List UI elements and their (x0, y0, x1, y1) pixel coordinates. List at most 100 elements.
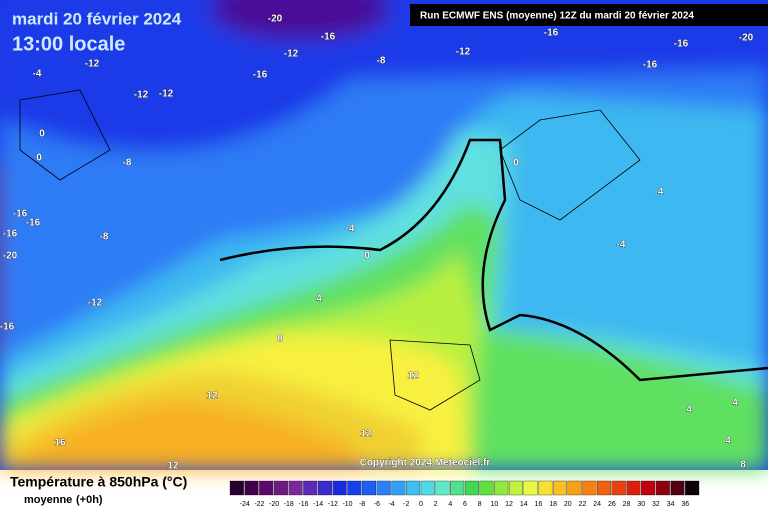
scale-label: 28 (623, 501, 631, 508)
run-info: Run ECMWF ENS (moyenne) 12Z du mardi 20 … (420, 11, 694, 22)
contour-label: -16 (674, 39, 689, 50)
contour-label: 8 (740, 460, 746, 471)
scale-swatch (582, 480, 597, 496)
scale-swatch (670, 480, 685, 496)
contour-label: -16 (0, 322, 15, 333)
run-banner (410, 4, 768, 26)
scale-swatch (391, 480, 406, 496)
contour-label: 12 (206, 391, 218, 402)
scale-label: 26 (608, 501, 616, 508)
scale-swatch (685, 480, 700, 496)
scale-swatch (229, 480, 244, 496)
contour-label: -12 (284, 49, 299, 60)
contour-label: 12 (407, 371, 419, 382)
scale-swatch (406, 480, 421, 496)
scale-swatch (508, 480, 523, 496)
contour-labels: -20-16-12-16-8-12-16-16-20-16-4-12-12 -12… (0, 13, 754, 472)
scale-label: 2 (434, 501, 438, 508)
scale-swatch (288, 480, 303, 496)
scale-swatch (494, 480, 509, 496)
scale-swatch (347, 480, 362, 496)
contour-label: -20 (739, 33, 754, 44)
contour-label: -4 (33, 69, 42, 80)
scale-swatch (597, 480, 612, 496)
scale-swatch (332, 480, 347, 496)
contour-label: 8 (277, 334, 283, 345)
legend-title: Température à 850hPa (°C) (10, 474, 187, 490)
contour-label: -16 (253, 70, 268, 81)
scale-swatch (303, 480, 318, 496)
coastline (19, 89, 641, 411)
temperature-field (0, 0, 768, 471)
scale-swatch (552, 480, 567, 496)
legend-step: (+0h) (76, 494, 103, 506)
scale-label: 22 (579, 501, 587, 508)
scale-label: -14 (313, 501, 323, 508)
contour-label: -12 (88, 298, 103, 309)
scale-label: 32 (652, 501, 660, 508)
contour-label: 0 (364, 251, 370, 262)
scale-label: -20 (269, 501, 279, 508)
contour-label: 0 (513, 158, 519, 169)
contour-label: -8 (377, 56, 386, 67)
contour-label: 12 (167, 461, 179, 472)
contour-label: -16 (643, 60, 658, 71)
scale-swatch (376, 480, 391, 496)
contour-label: 4 (732, 398, 738, 409)
scale-swatch (362, 480, 377, 496)
contour-label: -4 (655, 187, 664, 198)
scale-label: -8 (359, 501, 365, 508)
contour-label: 4 (316, 294, 322, 305)
scale-label: -10 (342, 501, 352, 508)
scale-label: 8 (478, 501, 482, 508)
scale-swatch (244, 480, 259, 496)
scale-label: 36 (681, 501, 689, 508)
contour-label: -16 (26, 218, 41, 229)
scale-label: 20 (564, 501, 572, 508)
scale-swatch (611, 480, 626, 496)
scale-label: 4 (448, 501, 452, 508)
scale-swatch (479, 480, 494, 496)
scale-label: -6 (374, 501, 380, 508)
scale-swatch (567, 480, 582, 496)
contour-label: -16 (13, 209, 28, 220)
scale-swatch (626, 480, 641, 496)
scale-swatch (273, 480, 288, 496)
scale-swatch (435, 480, 450, 496)
map-time: 13:00 locale (12, 33, 125, 55)
scale-swatch (641, 480, 656, 496)
color-scale: -24 -22 -20 -18 -16 -14 -12 -10 -8 -6 -4 -2 0 2 4 6 8 10 1… (229, 480, 700, 508)
contour-label: -20 (268, 14, 283, 25)
contour-label: -12 (134, 90, 149, 101)
scale-label: 6 (463, 501, 467, 508)
scale-label: 34 (667, 501, 675, 508)
contour-label: -8 (100, 232, 109, 243)
contour-label: 12 (360, 429, 372, 440)
scale-label: 16 (535, 501, 543, 508)
field-purple (210, 0, 390, 40)
contour-label: -4 (617, 240, 626, 251)
contour-label: -4 (346, 224, 355, 235)
scale-label: 0 (419, 501, 423, 508)
scale-label: 14 (520, 501, 528, 508)
contour-label: 4 (725, 436, 731, 447)
contour-label: -20 (3, 251, 18, 262)
contour-label: -12 (456, 47, 471, 58)
scale-label: 12 (505, 501, 513, 508)
legend-subtitle: moyenne (24, 494, 72, 506)
contour-label: 16 (54, 438, 66, 449)
scale-label: -4 (388, 501, 394, 508)
contour-label: -16 (321, 32, 336, 43)
scale-label: -2 (403, 501, 409, 508)
contour-label: 0 (39, 129, 45, 140)
scale-label: 10 (490, 501, 498, 508)
scale-swatch (464, 480, 479, 496)
contour-label: -16 (3, 229, 18, 240)
contour-label: -16 (544, 28, 559, 39)
scale-swatch (317, 480, 332, 496)
scale-label: -16 (298, 501, 308, 508)
contour-label: -12 (85, 59, 100, 70)
scale-swatch (420, 480, 435, 496)
field-orange (0, 400, 360, 470)
